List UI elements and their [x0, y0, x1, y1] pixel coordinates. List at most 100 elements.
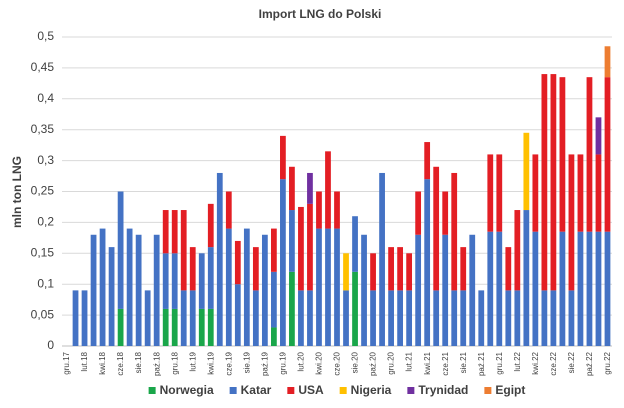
bar-segment: [271, 271, 277, 328]
bar-segment: [451, 172, 458, 291]
x-tick-label: gru.17: [62, 351, 71, 374]
x-tick-label: cze.19: [224, 351, 233, 375]
bar-segment: [126, 228, 133, 346]
legend-swatch: [407, 387, 415, 394]
bar-segment: [487, 231, 494, 346]
bar-segment: [180, 290, 187, 346]
bar-segment: [117, 308, 124, 346]
bar-segment: [550, 290, 557, 346]
x-tick-label: gru.19: [279, 351, 288, 374]
bar-segment: [225, 228, 232, 346]
y-tick-label: 0,25: [31, 184, 55, 198]
bar-segment: [442, 234, 449, 346]
bar-segment: [162, 210, 169, 254]
legend-label: USA: [298, 383, 324, 397]
legend-label: Nigeria: [351, 383, 392, 397]
bar-segment: [532, 231, 539, 346]
bar-segment: [271, 228, 277, 272]
bar-segment: [289, 210, 295, 272]
bar-segment: [189, 290, 196, 346]
x-tick-label: kwi.18: [98, 351, 107, 374]
x-tick-label: cze.22: [549, 351, 558, 375]
y-tick-label: 0,3: [37, 153, 54, 167]
bar-segment: [99, 228, 106, 346]
bar-segment: [334, 191, 340, 229]
x-tick-label: sie.19: [242, 351, 251, 373]
x-tick-label: kwi.19: [206, 351, 215, 374]
x-tick-label: kwi.22: [531, 351, 540, 374]
bar-segment: [415, 234, 422, 346]
y-tick-label: 0,2: [37, 215, 54, 229]
bar-segment: [153, 234, 160, 346]
bar-segment: [280, 179, 286, 346]
bar-segment: [225, 191, 232, 229]
bar-segment: [316, 228, 322, 346]
bar-segment: [370, 290, 376, 346]
bar-segment: [397, 290, 403, 346]
bar-segment: [568, 290, 575, 346]
bar-segment: [81, 290, 88, 346]
bar-segment: [72, 290, 79, 346]
bar-segment: [171, 253, 178, 309]
x-tick-label: paź.20: [369, 351, 378, 376]
x-tick-label: cze.20: [333, 351, 342, 375]
bar-segment: [460, 290, 467, 346]
x-tick-label: lut.19: [188, 351, 197, 371]
bar-segment: [559, 231, 566, 346]
bar-segment: [144, 290, 151, 346]
legend-label: Norwegia: [160, 383, 214, 397]
bar-segment: [424, 142, 431, 180]
bar-segment: [117, 191, 124, 309]
bar-segment: [460, 247, 467, 291]
bar-segment: [406, 290, 413, 346]
bar-segment: [343, 290, 349, 346]
legend-label: Trynidad: [418, 383, 468, 397]
bar-segment: [207, 247, 214, 309]
bar-segment: [505, 290, 512, 346]
bar-segment: [595, 117, 602, 155]
bar-segment: [478, 290, 485, 346]
bar-segment: [307, 172, 313, 204]
bar-segment: [514, 210, 521, 291]
bar-segment: [234, 240, 241, 285]
bar-segment: [496, 154, 503, 232]
bar-segment: [397, 247, 403, 291]
bar-segment: [532, 154, 539, 232]
bar-segment: [90, 234, 97, 346]
bar-segment: [307, 203, 313, 291]
bar-segment: [586, 77, 593, 232]
y-tick-label: 0,1: [37, 276, 54, 290]
x-tick-label: gru.18: [170, 351, 179, 374]
bar-segment: [289, 166, 295, 211]
x-tick-label: sie.18: [134, 351, 143, 373]
x-tick-label: kwi.21: [423, 351, 432, 374]
bar-segment: [271, 327, 277, 346]
x-tick-label: paź.19: [260, 351, 269, 376]
bar-segment: [487, 154, 494, 232]
bar-segment: [586, 231, 593, 346]
bar-segment: [604, 77, 611, 232]
x-tick-label: paź.21: [477, 351, 486, 376]
bar-segment: [325, 228, 331, 346]
legend-swatch: [287, 387, 295, 394]
bar-segment: [171, 308, 178, 346]
bar-segment: [216, 172, 223, 346]
legend-swatch: [339, 387, 347, 394]
y-tick-label: 0,45: [31, 60, 55, 74]
bar-segment: [469, 234, 476, 346]
bar-segment: [316, 191, 322, 229]
bar-segment: [541, 290, 548, 346]
x-tick-label: sie.22: [567, 351, 576, 373]
bar-segment: [207, 203, 214, 248]
bar-segment: [252, 247, 259, 291]
bar-segment: [595, 231, 602, 346]
x-tick-label: sie.21: [459, 351, 468, 373]
legend-swatch: [229, 387, 237, 394]
x-tick-label: sie.20: [351, 351, 360, 373]
bar-segment: [451, 290, 458, 346]
bar-segment: [135, 234, 142, 346]
legend-swatch: [484, 387, 492, 394]
bar-segment: [370, 253, 376, 291]
bar-segment: [162, 308, 169, 346]
